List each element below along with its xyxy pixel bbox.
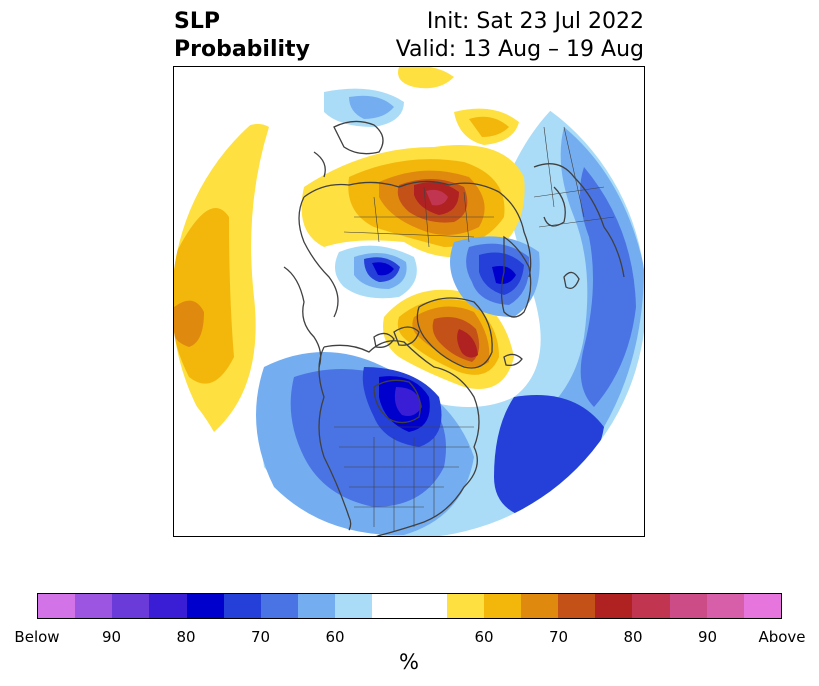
colorbar-tick-label: 90 xyxy=(697,628,718,646)
colorbar-above-segment-8 xyxy=(706,594,744,618)
colorbar-below-segment-6 xyxy=(223,594,261,618)
title-left: SLP Probability xyxy=(174,8,310,64)
colorbar-tick-label: 70 xyxy=(250,628,271,646)
colorbar-tick-label: Below xyxy=(14,628,60,646)
probability-map xyxy=(174,67,644,536)
colorbar-below-segment-8 xyxy=(298,594,336,618)
colorbar-below-segment-2 xyxy=(75,594,113,618)
warm-top-eurasia xyxy=(426,189,448,206)
probability-field xyxy=(174,67,644,536)
warm-center-pacific xyxy=(174,300,204,347)
cold-core-atlantic xyxy=(580,167,636,407)
colorbar-unit-label: % xyxy=(399,650,419,674)
colorbar-tick-label: 70 xyxy=(548,628,569,646)
colorbar-neutral-segment xyxy=(372,594,447,618)
cold-center-barents xyxy=(492,266,516,284)
warm-patch-north xyxy=(398,67,454,89)
colorbar-tick-label: 80 xyxy=(176,628,196,646)
colorbar-tick-label: Above xyxy=(758,628,806,646)
colorbar-above-segment-5 xyxy=(595,594,633,618)
title-right: Init: Sat 23 Jul 2022 Valid: 13 Aug – 19… xyxy=(396,8,644,64)
title-line-2: Probability xyxy=(174,37,310,62)
colorbar-tick-label: 60 xyxy=(474,628,494,646)
valid-range: Valid: 13 Aug – 19 Aug xyxy=(395,37,644,62)
colorbar-above-segment-3 xyxy=(521,594,559,618)
cold-deep-east xyxy=(494,395,604,517)
init-date: Init: Sat 23 Jul 2022 xyxy=(426,9,644,34)
colorbar xyxy=(37,593,782,619)
cold-band-north xyxy=(349,95,394,119)
colorbar-above-segment-1 xyxy=(446,594,484,618)
warm-peak-arctic xyxy=(457,329,478,358)
colorbar-tick-label: 90 xyxy=(101,628,122,646)
colorbar-below-segment-9 xyxy=(335,594,373,618)
colorbar-below-segment-7 xyxy=(260,594,299,618)
colorbar-below-segment-1 xyxy=(38,594,76,618)
colorbar-below-segment-3 xyxy=(112,594,150,618)
colorbar-above-segment-6 xyxy=(632,594,670,618)
cold-center-siberia xyxy=(372,262,394,276)
colorbar-below-segment-4 xyxy=(149,594,187,618)
cold-inner-namerica xyxy=(394,387,422,416)
colorbar-tick-label: 60 xyxy=(325,628,345,646)
title-line-1: SLP xyxy=(174,9,220,34)
colorbar-above-segment-7 xyxy=(669,594,707,618)
country-borders xyxy=(334,126,615,532)
colorbar-tick-label: 80 xyxy=(623,628,643,646)
colorbar-above-segment-2 xyxy=(483,594,522,618)
colorbar-above-segment-9 xyxy=(743,594,782,618)
colorbar-below-segment-5 xyxy=(186,594,224,618)
colorbar-above-segment-4 xyxy=(558,594,596,618)
warm-patch-northeast-core xyxy=(469,116,509,137)
map-panel xyxy=(173,66,645,537)
